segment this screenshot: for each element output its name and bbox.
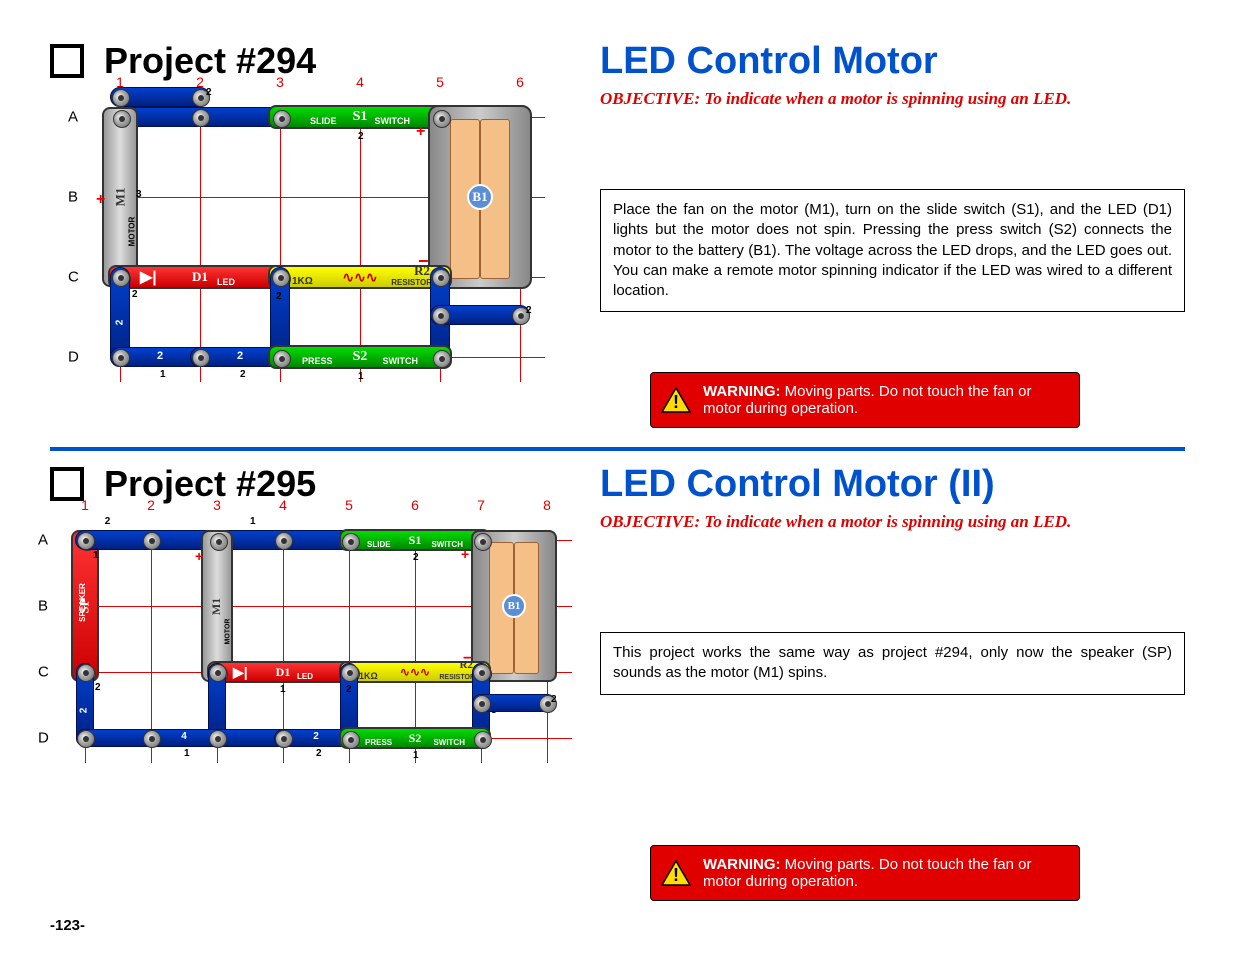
warning-box-294: ! WARNING: Moving parts. Do not touch th… bbox=[650, 372, 1080, 428]
section-divider bbox=[50, 447, 1185, 451]
objective-294: OBJECTIVE: To indicate when a motor is s… bbox=[600, 89, 1185, 109]
warning-label-295: WARNING: bbox=[703, 856, 781, 873]
circuit-diagram-295: 12345678ABCD SP SPEAKER 2113 M1 +MOTOR S… bbox=[60, 515, 590, 830]
title-295: LED Control Motor (II) bbox=[600, 463, 1185, 506]
checkbox-294[interactable] bbox=[50, 44, 84, 78]
warning-icon: ! bbox=[661, 387, 691, 413]
page-number: -123- bbox=[50, 917, 85, 934]
left-column-294: Project #294 123456ABCD231 M1 MOTOR3 SLI… bbox=[50, 40, 570, 437]
warning-label-294: WARNING: bbox=[703, 383, 781, 400]
project-header-294: Project #294 bbox=[50, 40, 570, 82]
instructions-295: This project works the same way as proje… bbox=[600, 632, 1185, 695]
warning-box-295: ! WARNING: Moving parts. Do not touch th… bbox=[650, 845, 1080, 901]
left-column-295: Project #295 12345678ABCD SP SPEAKER 211… bbox=[50, 463, 570, 901]
checkbox-295[interactable] bbox=[50, 467, 84, 501]
title-294: LED Control Motor bbox=[600, 40, 1185, 83]
svg-text:!: ! bbox=[673, 392, 679, 412]
project-number-294: Project #294 bbox=[104, 40, 316, 82]
svg-text:!: ! bbox=[673, 865, 679, 885]
project-295-section: Project #295 12345678ABCD SP SPEAKER 211… bbox=[50, 463, 1185, 901]
project-294-section: Project #294 123456ABCD231 M1 MOTOR3 SLI… bbox=[50, 40, 1185, 437]
project-header-295: Project #295 bbox=[50, 463, 570, 505]
warning-icon: ! bbox=[661, 860, 691, 886]
instructions-294: Place the fan on the motor (M1), turn on… bbox=[600, 189, 1185, 312]
objective-295: OBJECTIVE: To indicate when a motor is s… bbox=[600, 512, 1185, 532]
right-column-295: LED Control Motor (II) OBJECTIVE: To ind… bbox=[600, 463, 1185, 901]
right-column-294: LED Control Motor OBJECTIVE: To indicate… bbox=[600, 40, 1185, 437]
circuit-diagram-294: 123456ABCD231 M1 MOTOR3 SLIDE S1 SWITCH … bbox=[90, 92, 560, 437]
